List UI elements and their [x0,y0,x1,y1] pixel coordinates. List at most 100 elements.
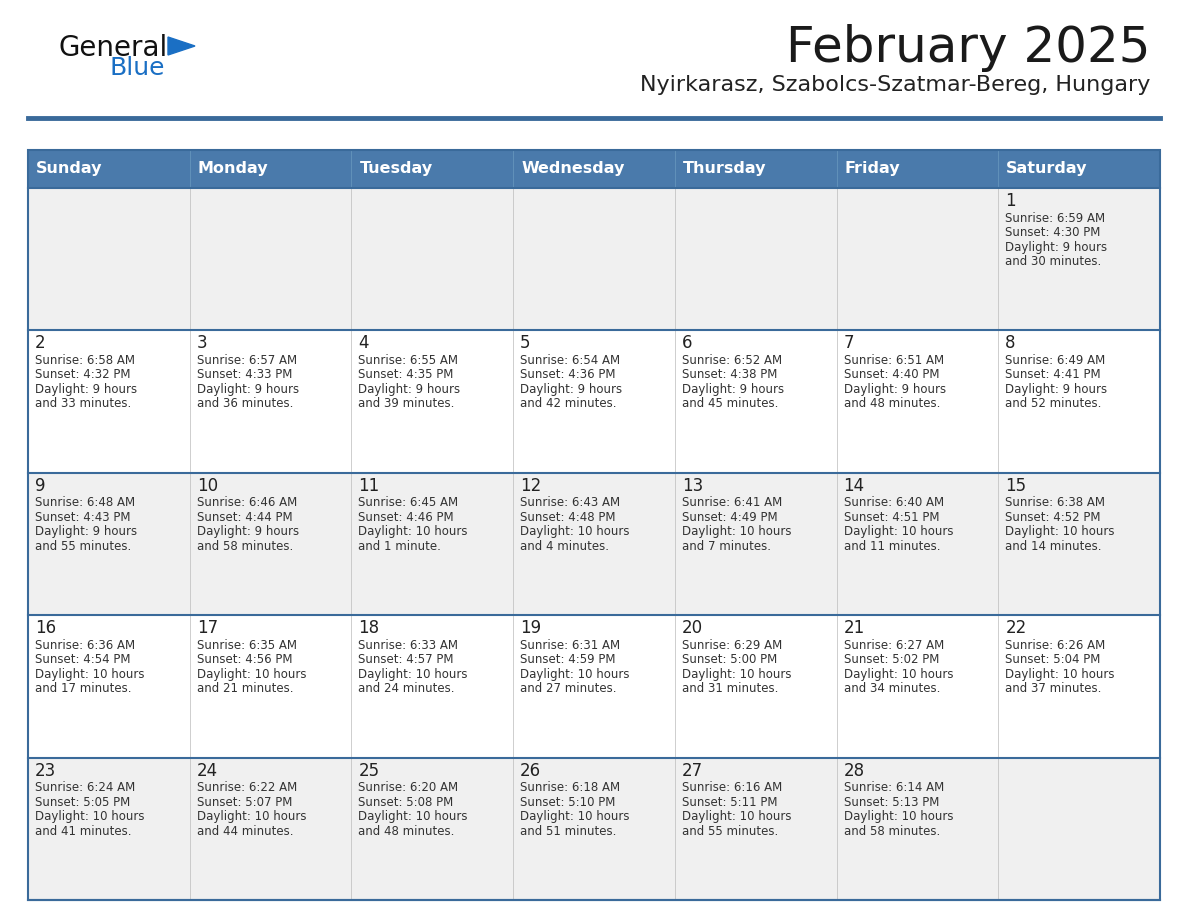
Text: and 48 minutes.: and 48 minutes. [359,824,455,837]
Text: Sunset: 4:56 PM: Sunset: 4:56 PM [197,654,292,666]
Text: Sunrise: 6:48 AM: Sunrise: 6:48 AM [34,497,135,509]
Bar [29,473,1159,615]
Text: Sunrise: 6:52 AM: Sunrise: 6:52 AM [682,354,782,367]
Text: 10: 10 [197,476,217,495]
Polygon shape [168,37,195,55]
Text: 14: 14 [843,476,865,495]
Text: 18: 18 [359,620,379,637]
Text: Sunrise: 6:31 AM: Sunrise: 6:31 AM [520,639,620,652]
Text: 25: 25 [359,762,379,779]
Text: 24: 24 [197,762,217,779]
Text: Blue: Blue [110,56,165,80]
Bar [29,150,1159,900]
Text: 21: 21 [843,620,865,637]
Text: 23: 23 [34,762,56,779]
Text: Daylight: 10 hours: Daylight: 10 hours [682,810,791,823]
Text: 11: 11 [359,476,380,495]
Text: Sunset: 5:02 PM: Sunset: 5:02 PM [843,654,939,666]
Text: Daylight: 10 hours: Daylight: 10 hours [34,667,145,681]
Text: 15: 15 [1005,476,1026,495]
Text: Daylight: 9 hours: Daylight: 9 hours [843,383,946,396]
Text: Daylight: 10 hours: Daylight: 10 hours [197,667,307,681]
Text: Sunset: 5:11 PM: Sunset: 5:11 PM [682,796,777,809]
Text: Sunrise: 6:14 AM: Sunrise: 6:14 AM [843,781,943,794]
Text: Daylight: 10 hours: Daylight: 10 hours [520,525,630,538]
Text: Daylight: 10 hours: Daylight: 10 hours [843,525,953,538]
Text: and 17 minutes.: and 17 minutes. [34,682,132,695]
Text: 5: 5 [520,334,531,353]
Text: Sunset: 5:13 PM: Sunset: 5:13 PM [843,796,939,809]
Text: Nyirkarasz, Szabolcs-Szatmar-Bereg, Hungary: Nyirkarasz, Szabolcs-Szatmar-Bereg, Hung… [639,75,1150,95]
Text: 8: 8 [1005,334,1016,353]
Text: Sunset: 4:49 PM: Sunset: 4:49 PM [682,510,777,524]
Text: Sunrise: 6:45 AM: Sunrise: 6:45 AM [359,497,459,509]
Text: 4: 4 [359,334,369,353]
Text: and 11 minutes.: and 11 minutes. [843,540,940,553]
Text: and 37 minutes.: and 37 minutes. [1005,682,1101,695]
Bar [29,188,1159,330]
Text: Sunset: 5:07 PM: Sunset: 5:07 PM [197,796,292,809]
Text: February 2025: February 2025 [785,24,1150,72]
Text: Sunrise: 6:41 AM: Sunrise: 6:41 AM [682,497,782,509]
Text: 22: 22 [1005,620,1026,637]
Text: Daylight: 10 hours: Daylight: 10 hours [359,667,468,681]
Text: Sunrise: 6:58 AM: Sunrise: 6:58 AM [34,354,135,367]
Text: Sunset: 4:54 PM: Sunset: 4:54 PM [34,654,131,666]
Text: Sunset: 4:52 PM: Sunset: 4:52 PM [1005,510,1101,524]
Text: Sunset: 4:57 PM: Sunset: 4:57 PM [359,654,454,666]
Text: and 1 minute.: and 1 minute. [359,540,441,553]
Text: Daylight: 10 hours: Daylight: 10 hours [197,810,307,823]
Text: 7: 7 [843,334,854,353]
Text: and 58 minutes.: and 58 minutes. [197,540,293,553]
Text: Sunset: 4:32 PM: Sunset: 4:32 PM [34,368,131,381]
Text: 12: 12 [520,476,542,495]
Text: Daylight: 10 hours: Daylight: 10 hours [843,810,953,823]
Text: Daylight: 10 hours: Daylight: 10 hours [359,525,468,538]
Text: Daylight: 9 hours: Daylight: 9 hours [1005,383,1107,396]
Text: Daylight: 9 hours: Daylight: 9 hours [682,383,784,396]
Text: and 42 minutes.: and 42 minutes. [520,397,617,410]
Text: Sunrise: 6:16 AM: Sunrise: 6:16 AM [682,781,782,794]
Text: 1: 1 [1005,192,1016,210]
Text: and 52 minutes.: and 52 minutes. [1005,397,1101,410]
Text: and 34 minutes.: and 34 minutes. [843,682,940,695]
Text: Sunrise: 6:27 AM: Sunrise: 6:27 AM [843,639,943,652]
Text: Sunrise: 6:33 AM: Sunrise: 6:33 AM [359,639,459,652]
Text: Daylight: 10 hours: Daylight: 10 hours [843,667,953,681]
Text: 27: 27 [682,762,703,779]
Text: Sunset: 4:48 PM: Sunset: 4:48 PM [520,510,615,524]
Text: 19: 19 [520,620,542,637]
Text: and 44 minutes.: and 44 minutes. [197,824,293,837]
Text: Daylight: 10 hours: Daylight: 10 hours [1005,525,1114,538]
Text: and 24 minutes.: and 24 minutes. [359,682,455,695]
Text: Daylight: 10 hours: Daylight: 10 hours [520,810,630,823]
Text: Sunrise: 6:20 AM: Sunrise: 6:20 AM [359,781,459,794]
Text: 16: 16 [34,620,56,637]
Text: Monday: Monday [197,162,268,176]
Text: Sunset: 5:00 PM: Sunset: 5:00 PM [682,654,777,666]
Text: Sunrise: 6:29 AM: Sunrise: 6:29 AM [682,639,782,652]
Text: Sunset: 5:10 PM: Sunset: 5:10 PM [520,796,615,809]
Text: Sunrise: 6:46 AM: Sunrise: 6:46 AM [197,497,297,509]
Text: Daylight: 10 hours: Daylight: 10 hours [520,667,630,681]
Text: 6: 6 [682,334,693,353]
Text: and 55 minutes.: and 55 minutes. [682,824,778,837]
Text: Daylight: 9 hours: Daylight: 9 hours [197,525,299,538]
Bar [29,615,1159,757]
Text: and 4 minutes.: and 4 minutes. [520,540,609,553]
Bar [29,150,1159,188]
Text: Sunrise: 6:24 AM: Sunrise: 6:24 AM [34,781,135,794]
Text: Wednesday: Wednesday [522,162,625,176]
Text: Daylight: 9 hours: Daylight: 9 hours [520,383,623,396]
Text: 13: 13 [682,476,703,495]
Text: and 45 minutes.: and 45 minutes. [682,397,778,410]
Text: Sunset: 4:43 PM: Sunset: 4:43 PM [34,510,131,524]
Text: and 36 minutes.: and 36 minutes. [197,397,293,410]
Text: and 51 minutes.: and 51 minutes. [520,824,617,837]
Text: Sunset: 4:38 PM: Sunset: 4:38 PM [682,368,777,381]
Text: and 27 minutes.: and 27 minutes. [520,682,617,695]
Text: Sunset: 4:59 PM: Sunset: 4:59 PM [520,654,615,666]
Text: and 58 minutes.: and 58 minutes. [843,824,940,837]
Bar [29,330,1159,473]
Text: Sunset: 4:46 PM: Sunset: 4:46 PM [359,510,454,524]
